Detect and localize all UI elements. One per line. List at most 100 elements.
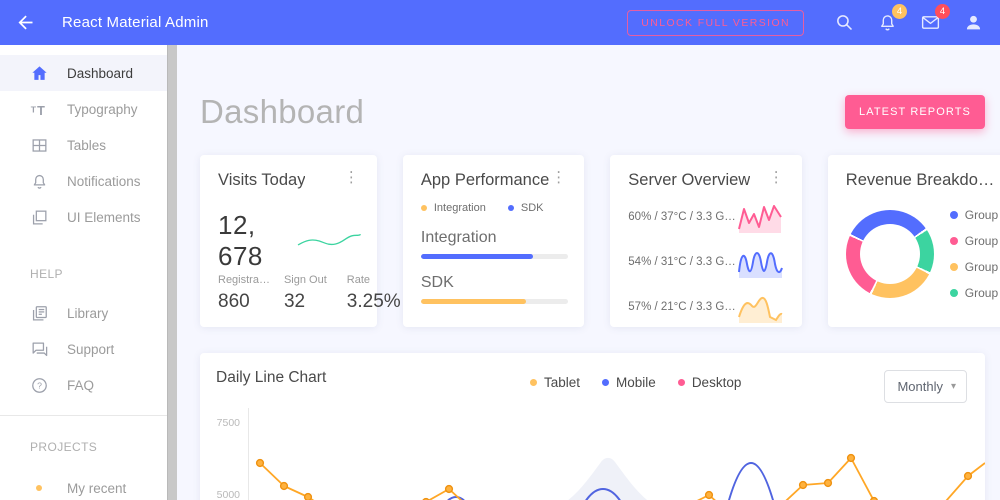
- server-mini-chart-blue: [737, 252, 783, 278]
- sidebar-item-label: Notifications: [67, 173, 141, 189]
- sidebar-divider: [0, 415, 167, 416]
- notifications-badge: 4: [892, 3, 907, 19]
- more-vert-icon[interactable]: ⋮: [343, 169, 359, 186]
- sidebar-item-label: UI Elements: [67, 209, 141, 225]
- sidebar-item-label: Support: [67, 341, 115, 357]
- bar-label-integration: Integration: [420, 229, 497, 246]
- revenue-donut-chart: [845, 209, 934, 298]
- stat-sign-out: Sign Out 32: [283, 274, 327, 312]
- server-overview-card: Server Overview ⋮ 60% / 37°C / 3.3 G… 54…: [610, 155, 802, 327]
- server-row: 54% / 31°C / 3.3 G…: [628, 244, 786, 280]
- typography-icon: T T: [29, 99, 49, 119]
- page-title: Dashboard: [200, 93, 365, 130]
- legend-tablet: Tablet: [530, 375, 580, 390]
- revenue-breakdown-card: Revenue Breakdo… ⋮ Group A 400: [827, 155, 1000, 327]
- profile-avatar-icon[interactable]: [960, 10, 986, 36]
- sidebar-item-ui-elements[interactable]: UI Elements: [0, 199, 167, 235]
- bell-icon: [29, 171, 49, 191]
- sidebar-item-notifications[interactable]: Notifications: [0, 163, 167, 199]
- legend-group-c: Group C 300: [949, 258, 1000, 275]
- card-title: Revenue Breakdo…: [845, 171, 995, 189]
- server-row: 60% / 37°C / 3.3 G…: [628, 199, 786, 235]
- unlock-full-version-button[interactable]: UNLOCK FULL VERSION: [627, 9, 804, 36]
- app-performance-card: App Performance ⋮ Integration SDK I: [402, 155, 585, 327]
- sidebar-item-typography[interactable]: T T Typography: [0, 91, 167, 127]
- messages-badge: 4: [935, 3, 950, 19]
- legend-group-b: Group B 300: [949, 232, 1000, 249]
- legend-group-d: Group D 200: [949, 284, 1000, 301]
- sidebar-item-label: Typography: [67, 101, 138, 117]
- appbar-title: React Material Admin: [62, 14, 209, 31]
- card-title: Server Overview: [628, 171, 751, 189]
- sidebar-scrollbar[interactable]: [167, 45, 177, 500]
- sidebar-section-help: HELP: [30, 267, 63, 281]
- notifications-bell-icon[interactable]: 4: [874, 3, 907, 36]
- layers-icon: [29, 207, 49, 227]
- legend-dot-icon: [949, 236, 958, 245]
- sidebar-item-dashboard[interactable]: Dashboard: [0, 55, 167, 91]
- server-mini-chart-yellow: [737, 297, 783, 323]
- y-axis-line: [248, 408, 249, 500]
- bar-label-sdk: SDK: [420, 274, 454, 291]
- project-dot-icon: [36, 485, 42, 491]
- server-row: 57% / 21°C / 3.3 G…: [628, 289, 786, 325]
- chart-title: Daily Line Chart: [216, 369, 327, 386]
- sidebar: Dashboard T T Typography Tables: [0, 45, 167, 500]
- stat-rate: Rate 3.25%: [346, 274, 401, 312]
- sidebar-item-label: Dashboard: [67, 65, 134, 81]
- daily-line-chart-plot: [255, 453, 985, 500]
- messages-mail-icon[interactable]: 4: [917, 3, 950, 36]
- legend-dot-icon: [949, 262, 958, 271]
- back-arrow-icon[interactable]: [12, 10, 38, 36]
- y-axis-tick: 5000: [216, 489, 240, 500]
- appbar: React Material Admin UNLOCK FULL VERSION…: [0, 0, 1000, 45]
- legend-dot-icon: [507, 205, 514, 211]
- sdk-progress-bar: [420, 299, 569, 304]
- search-icon[interactable]: [831, 10, 857, 36]
- period-select-dropdown[interactable]: Monthly ▾: [884, 370, 967, 403]
- main-content: Dashboard LATEST REPORTS Visits Today ⋮ …: [177, 45, 1000, 500]
- legend-dot-icon: [677, 379, 685, 386]
- sidebar-item-label: Tables: [67, 137, 107, 153]
- server-mini-chart-pink: [737, 205, 782, 233]
- more-vert-icon[interactable]: ⋮: [768, 169, 784, 186]
- table-grid-icon: [29, 135, 49, 155]
- legend-dot-icon: [602, 379, 610, 386]
- sidebar-section-projects: PROJECTS: [30, 440, 98, 454]
- daily-line-chart-card: Daily Line Chart Tablet Mobile Deskto: [200, 353, 985, 500]
- sidebar-item-library[interactable]: Library: [0, 295, 167, 331]
- sidebar-item-label: Library: [67, 305, 109, 321]
- home-icon: [29, 63, 49, 83]
- legend-dot-icon: [530, 379, 537, 386]
- visits-today-card: Visits Today ⋮ 12, 678 Registra… 860: [200, 155, 401, 327]
- chevron-down-icon: ▾: [950, 381, 956, 392]
- library-book-icon: [29, 303, 49, 323]
- card-title: App Performance: [420, 171, 550, 189]
- sidebar-item-support[interactable]: Support: [0, 331, 167, 367]
- integration-progress-bar: [420, 254, 569, 259]
- latest-reports-button[interactable]: LATEST REPORTS: [845, 95, 985, 129]
- chat-icon: [29, 339, 49, 359]
- legend-mobile: Mobile: [602, 375, 656, 390]
- legend-dot-icon: [949, 210, 958, 219]
- sidebar-item-label: My recent: [67, 480, 127, 496]
- question-circle-icon: ?: [29, 375, 49, 395]
- legend-group-a: Group A 400: [949, 206, 1000, 223]
- y-axis-tick: 7500: [216, 417, 240, 429]
- sidebar-item-my-recent[interactable]: My recent: [0, 470, 167, 500]
- sidebar-item-faq[interactable]: ? FAQ: [0, 367, 167, 403]
- legend-sdk: SDK: [507, 202, 543, 214]
- svg-text:T: T: [30, 104, 36, 114]
- more-vert-icon[interactable]: ⋮: [551, 169, 567, 186]
- stat-registrations: Registra… 860: [218, 274, 270, 312]
- card-title: Visits Today: [218, 171, 306, 189]
- legend-integration: Integration: [420, 202, 486, 214]
- svg-text:?: ?: [37, 380, 42, 390]
- legend-desktop: Desktop: [677, 375, 741, 390]
- visits-value: 12, 678: [218, 210, 263, 271]
- visits-sparkline-chart: [297, 234, 361, 246]
- sidebar-item-tables[interactable]: Tables: [0, 127, 167, 163]
- legend-dot-icon: [420, 205, 427, 211]
- legend-dot-icon: [949, 288, 958, 297]
